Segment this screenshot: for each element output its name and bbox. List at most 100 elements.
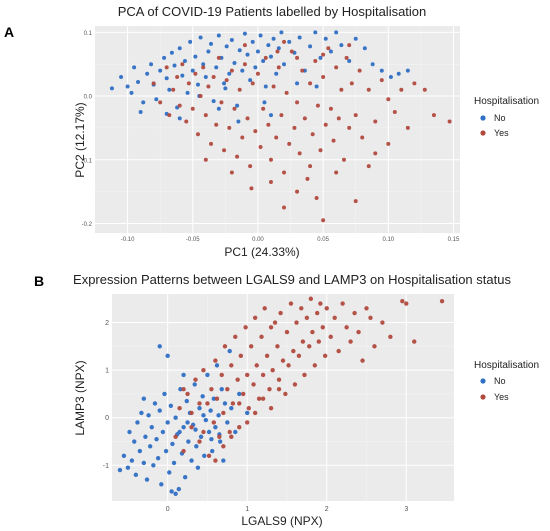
panel-a-x-tick-label: -0.10 xyxy=(121,237,135,243)
panel-a-point-yes xyxy=(219,100,224,105)
panel-b-point-yes xyxy=(412,339,417,344)
panel-a-point-yes xyxy=(295,55,300,60)
panel-b-point-no xyxy=(170,441,175,447)
panel-a-point-yes xyxy=(422,87,427,92)
panel-a-point-no xyxy=(182,59,187,64)
panel-a-point-no xyxy=(177,46,182,51)
panel-b-point-yes xyxy=(280,358,286,363)
panel-b-point-yes xyxy=(237,425,242,430)
panel-b-point-no xyxy=(205,372,210,378)
panel-b-legend-no-label: No xyxy=(494,376,506,386)
panel-a-point-no xyxy=(109,86,114,91)
panel-b-point-yes xyxy=(315,310,320,316)
panel-b-point-no xyxy=(227,348,232,354)
panel-a-point-no xyxy=(188,39,193,44)
panel-a-point-yes xyxy=(276,65,281,70)
panel-b-point-no xyxy=(213,425,218,430)
panel-a-point-yes xyxy=(250,81,255,86)
panel-b-point-no xyxy=(206,429,212,435)
panel-a-point-yes xyxy=(206,84,211,89)
panel-a-point-yes xyxy=(237,87,242,92)
panel-a-legend-title: Hospitalisation xyxy=(474,96,539,107)
panel-a-point-yes xyxy=(167,113,172,118)
panel-b-point-yes xyxy=(299,306,304,311)
panel-a-point-no xyxy=(287,39,292,44)
panel-a-point-no xyxy=(353,36,358,41)
panel-a-point-no xyxy=(262,100,267,105)
panel-a-point-yes xyxy=(349,81,354,86)
panel-b-point-yes xyxy=(211,420,217,425)
panel-a-point-yes xyxy=(258,145,263,150)
panel-b-point-no xyxy=(201,413,206,418)
panel-b-point-no xyxy=(162,391,167,397)
panel-b-point-yes xyxy=(193,377,198,382)
panel-a-point-yes xyxy=(405,125,410,130)
panel-b-point-yes xyxy=(201,429,206,435)
panel-b-point-yes xyxy=(307,344,312,349)
panel-b-point-yes xyxy=(352,310,357,316)
panel-b-y-tick-label: 2 xyxy=(105,320,109,327)
panel-b-point-no xyxy=(185,420,190,425)
panel-b-point-yes xyxy=(189,425,194,430)
panel-a-point-no xyxy=(268,113,273,118)
panel-b-point-yes xyxy=(213,458,218,463)
panel-a-point-yes xyxy=(347,125,352,130)
panel-b-label: B xyxy=(34,273,44,289)
panel-b-x-tick-label: 0 xyxy=(166,506,170,513)
panel-a-point-no xyxy=(185,90,190,95)
panel-a-point-yes xyxy=(321,52,326,57)
panel-a-point-yes xyxy=(344,55,349,60)
panel-a-point-no xyxy=(222,81,227,86)
panel-a-point-no xyxy=(295,81,300,86)
panel-a-point-yes xyxy=(392,109,397,114)
panel-a-point-yes xyxy=(366,164,371,169)
panel-b-point-yes xyxy=(270,367,275,373)
panel-b-point-yes xyxy=(181,448,186,454)
panel-b-point-no xyxy=(157,344,162,349)
panel-a-point-yes xyxy=(360,135,365,140)
panel-a-point-no xyxy=(125,84,130,89)
panel-a-point-yes xyxy=(431,113,436,118)
panel-b-point-no xyxy=(181,425,186,430)
panel-b-legend-yes-label: Yes xyxy=(494,392,509,402)
panel-b-point-yes xyxy=(310,329,315,335)
panel-a-point-no xyxy=(193,54,198,59)
panel-b-point-yes xyxy=(214,396,220,401)
panel-a-point-no xyxy=(136,80,141,85)
panel-a-point-yes xyxy=(373,119,378,124)
panel-b-point-yes xyxy=(336,348,341,354)
panel-b-point-yes xyxy=(328,334,333,340)
panel-a-point-yes xyxy=(203,157,208,162)
panel-b-legend-title: Hospitalisation xyxy=(474,360,539,371)
panel-a-y-tick-label: 0.1 xyxy=(84,31,93,37)
panel-a-point-yes xyxy=(412,81,417,86)
panel-b-point-yes xyxy=(243,325,248,330)
panel-a-x-tick-label: 0.05 xyxy=(317,237,329,243)
panel-a-point-yes xyxy=(255,71,260,76)
panel-a-point-yes xyxy=(211,74,216,79)
panel-a-point-no xyxy=(141,100,146,105)
panel-b-point-yes xyxy=(251,382,256,387)
panel-a-point-no xyxy=(237,48,242,53)
panel-a-point-yes xyxy=(190,106,195,111)
panel-a-y-ticks: 0.1 0.0 -0.1 -0.2 xyxy=(82,31,93,228)
panel-a-point-yes xyxy=(313,59,318,64)
panel-b-point-yes xyxy=(312,363,318,368)
panel-b-point-no xyxy=(221,458,226,463)
panel-a-point-yes xyxy=(186,81,191,86)
panel-a-point-yes xyxy=(222,148,227,153)
panel-a-point-yes xyxy=(284,90,289,95)
panel-a-y-tick-label: 0.0 xyxy=(84,95,93,101)
panel-a-x-tick-label: 0.00 xyxy=(252,237,264,243)
panel-a-point-no xyxy=(266,43,271,48)
panel-b-point-yes xyxy=(217,434,222,439)
panel-a-point-no xyxy=(162,55,167,60)
panel-a-point-yes xyxy=(266,122,271,127)
panel-a-label: A xyxy=(4,24,14,40)
panel-b-point-yes xyxy=(360,358,365,363)
panel-b-point-yes xyxy=(268,406,274,411)
panel-b-point-no xyxy=(165,353,170,359)
panel-b-point-no xyxy=(127,429,132,435)
panel-a-point-yes xyxy=(242,62,247,67)
